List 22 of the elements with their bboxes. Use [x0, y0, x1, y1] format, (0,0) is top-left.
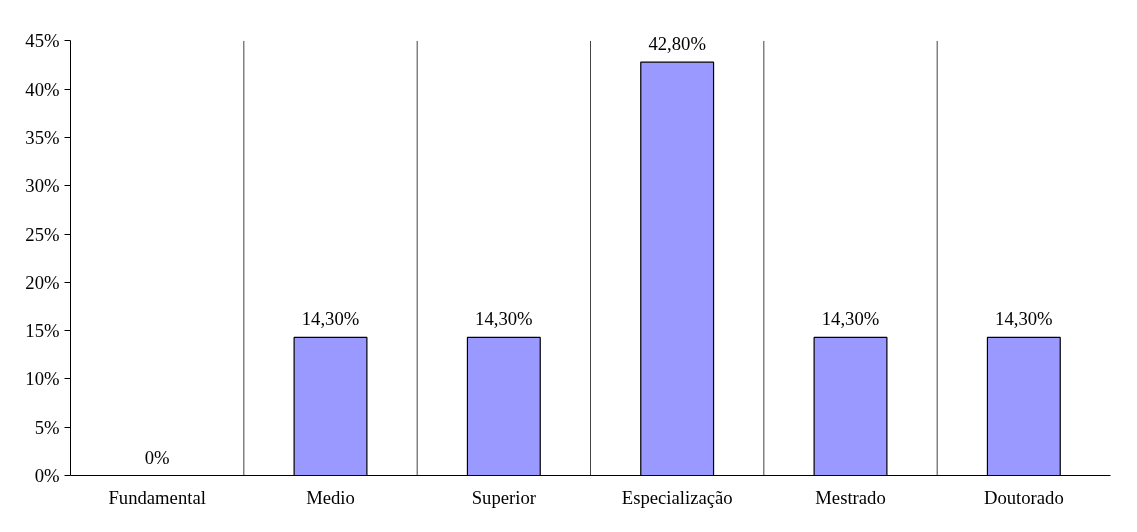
y-tick-label: 20%	[25, 271, 60, 293]
x-tick-label: Especialização	[621, 486, 733, 508]
data-label: 0%	[144, 446, 170, 468]
y-tick-label: 0%	[34, 465, 60, 486]
data-label: 14,30%	[301, 308, 360, 330]
y-tick-label: 5%	[34, 416, 60, 438]
y-tick-label: 45%	[25, 30, 60, 52]
x-tick-label: Doutorado	[983, 486, 1064, 508]
x-tick-label: Fundamental	[108, 486, 206, 508]
data-label: 14,30%	[995, 308, 1053, 330]
y-tick-label: 10%	[25, 368, 60, 390]
y-tick-label: 25%	[25, 223, 60, 245]
y-tick-label: 35%	[25, 126, 60, 148]
x-tick-label: Superior	[471, 486, 537, 508]
y-tick-label: 15%	[25, 320, 60, 342]
x-tick-label: Mestrado	[815, 486, 886, 508]
x-tick-label: Medio	[306, 486, 355, 508]
y-tick-label: 30%	[25, 175, 60, 197]
data-label: 14,30%	[475, 308, 533, 330]
data-label: 42,80%	[648, 33, 706, 55]
y-tick-label: 40%	[25, 78, 60, 100]
data-label: 14,30%	[821, 308, 880, 330]
